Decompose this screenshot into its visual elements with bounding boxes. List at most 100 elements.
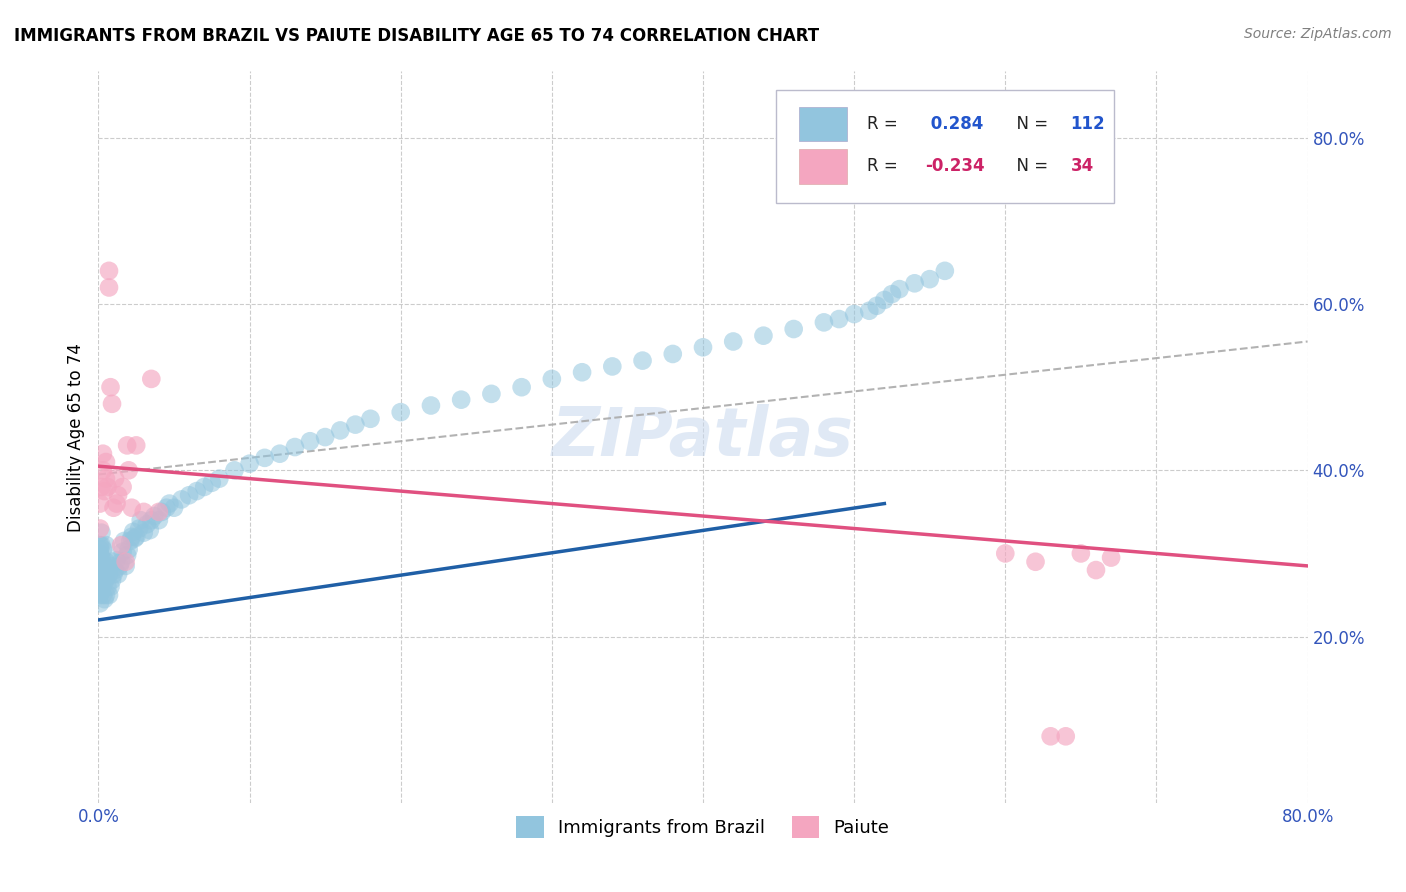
Point bbox=[98, 567, 121, 582]
Point bbox=[201, 475, 224, 490]
Point bbox=[844, 307, 866, 321]
Point bbox=[94, 555, 117, 569]
Point bbox=[89, 550, 111, 565]
Point bbox=[91, 447, 114, 461]
Point bbox=[110, 555, 132, 569]
Point bbox=[101, 555, 124, 569]
Point bbox=[125, 438, 148, 452]
Point bbox=[889, 282, 911, 296]
Point bbox=[661, 347, 683, 361]
Point bbox=[139, 523, 162, 537]
Point bbox=[1054, 729, 1077, 743]
Point bbox=[692, 340, 714, 354]
Point bbox=[208, 472, 231, 486]
Point bbox=[128, 521, 150, 535]
Point bbox=[89, 538, 111, 552]
Point bbox=[873, 293, 896, 307]
Point bbox=[179, 488, 201, 502]
Point bbox=[96, 580, 118, 594]
Point bbox=[89, 542, 111, 557]
Point bbox=[155, 500, 177, 515]
Point bbox=[93, 484, 115, 499]
Point bbox=[90, 555, 112, 569]
Point bbox=[94, 571, 117, 585]
Point bbox=[132, 525, 155, 540]
Point bbox=[93, 575, 115, 590]
Text: -0.234: -0.234 bbox=[925, 158, 986, 176]
Point bbox=[269, 447, 291, 461]
Point bbox=[107, 488, 129, 502]
Point bbox=[100, 380, 122, 394]
Point bbox=[89, 563, 111, 577]
Point bbox=[148, 513, 170, 527]
Point bbox=[120, 533, 142, 548]
Point bbox=[121, 500, 143, 515]
Point bbox=[96, 563, 118, 577]
Point bbox=[89, 596, 111, 610]
Point bbox=[89, 588, 111, 602]
Point bbox=[239, 457, 262, 471]
Text: Source: ZipAtlas.com: Source: ZipAtlas.com bbox=[1244, 27, 1392, 41]
Point bbox=[994, 546, 1017, 560]
Text: R =: R = bbox=[868, 115, 904, 133]
Point bbox=[93, 592, 115, 607]
Point bbox=[193, 480, 215, 494]
FancyBboxPatch shape bbox=[776, 90, 1114, 203]
Point bbox=[159, 497, 181, 511]
Point bbox=[880, 287, 903, 301]
Point bbox=[105, 497, 128, 511]
Point bbox=[143, 509, 166, 524]
Point bbox=[103, 567, 125, 582]
Point bbox=[918, 272, 941, 286]
Point bbox=[571, 365, 593, 379]
Text: ZIPatlas: ZIPatlas bbox=[553, 404, 853, 470]
Point bbox=[253, 450, 276, 465]
Text: IMMIGRANTS FROM BRAZIL VS PAIUTE DISABILITY AGE 65 TO 74 CORRELATION CHART: IMMIGRANTS FROM BRAZIL VS PAIUTE DISABIL… bbox=[14, 27, 820, 45]
Text: 0.284: 0.284 bbox=[925, 115, 984, 133]
Point bbox=[89, 497, 111, 511]
Point bbox=[284, 440, 307, 454]
Point bbox=[89, 555, 111, 569]
Point bbox=[420, 399, 443, 413]
FancyBboxPatch shape bbox=[799, 149, 846, 184]
Point bbox=[90, 580, 112, 594]
Point bbox=[114, 555, 136, 569]
Point bbox=[186, 484, 208, 499]
Point bbox=[100, 580, 122, 594]
Point bbox=[93, 558, 115, 573]
Point bbox=[631, 353, 654, 368]
Point bbox=[90, 563, 112, 577]
Text: R =: R = bbox=[868, 158, 904, 176]
Point bbox=[148, 505, 170, 519]
Point bbox=[89, 583, 111, 598]
Point bbox=[858, 303, 880, 318]
Point bbox=[91, 542, 114, 557]
Point bbox=[121, 530, 143, 544]
Point bbox=[89, 567, 111, 582]
Point bbox=[100, 558, 122, 573]
FancyBboxPatch shape bbox=[799, 107, 846, 141]
Point bbox=[224, 463, 246, 477]
Point bbox=[510, 380, 533, 394]
Point bbox=[110, 538, 132, 552]
Point bbox=[904, 277, 927, 291]
Point bbox=[91, 563, 114, 577]
Point bbox=[105, 553, 128, 567]
Point bbox=[89, 521, 111, 535]
Point bbox=[1024, 555, 1046, 569]
Point bbox=[163, 500, 186, 515]
Point bbox=[107, 567, 129, 582]
Point bbox=[813, 315, 835, 329]
Point bbox=[141, 513, 163, 527]
Text: N =: N = bbox=[1007, 115, 1054, 133]
Point bbox=[723, 334, 745, 349]
Point bbox=[98, 264, 121, 278]
Point bbox=[111, 545, 134, 559]
Point bbox=[91, 463, 114, 477]
Point bbox=[94, 472, 117, 486]
Point bbox=[115, 438, 138, 452]
Point bbox=[118, 463, 141, 477]
Point bbox=[329, 424, 352, 438]
Point bbox=[101, 573, 124, 587]
Legend: Immigrants from Brazil, Paiute: Immigrants from Brazil, Paiute bbox=[509, 808, 897, 845]
